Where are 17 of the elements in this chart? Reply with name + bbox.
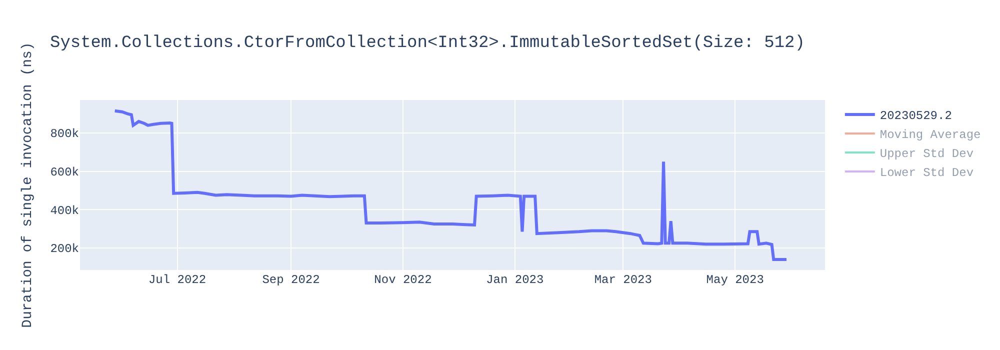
legend-label: Upper Std Dev xyxy=(880,147,974,162)
line-series xyxy=(113,109,788,261)
x-tick-label: Mar 2023 xyxy=(594,273,652,287)
y-tick-label: 800k xyxy=(50,127,79,142)
y-tick-label: 200k xyxy=(50,242,79,256)
chart-title: System.Collections.CtorFromCollection<Int32>.ImmutableSortedSet(Size: 512) xyxy=(50,34,805,53)
legend-label: 20230529.2 xyxy=(880,109,952,124)
y-axis-title: Duration of single invocation (ns) xyxy=(20,42,36,328)
legend-label: Lower Std Dev xyxy=(880,166,974,180)
legend-label: Moving Average xyxy=(880,128,981,142)
x-tick-label: May 2023 xyxy=(706,273,764,287)
x-tick-label: Sep 2022 xyxy=(262,273,320,287)
x-tick-label: Jan 2023 xyxy=(486,273,544,287)
x-tick-label: Nov 2022 xyxy=(374,273,432,287)
x-tick-label: Jul 2022 xyxy=(148,273,206,287)
y-tick-label: 400k xyxy=(50,204,79,218)
y-tick-label: 600k xyxy=(50,166,79,180)
